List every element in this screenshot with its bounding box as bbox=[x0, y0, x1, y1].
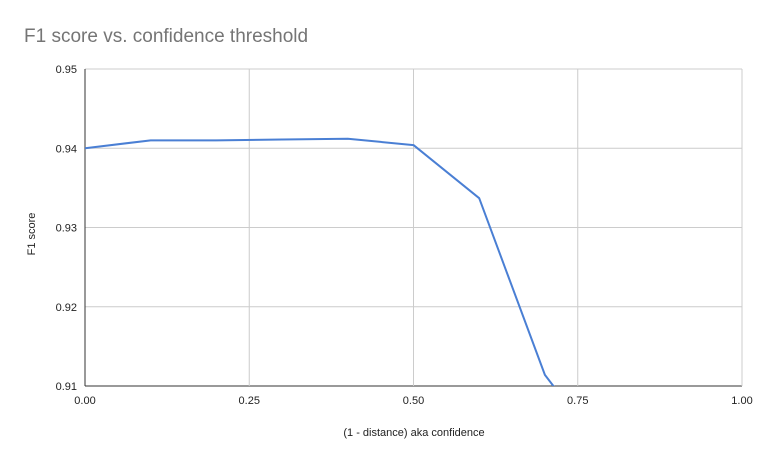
y-tick-label: 0.94 bbox=[56, 143, 77, 155]
grid bbox=[84, 68, 743, 387]
tick-labels: 0.91 0.92 0.93 0.94 0.95 0.00 0.25 0.50 0.75 1.00 bbox=[56, 64, 753, 407]
y-tick-label: 0.91 bbox=[56, 381, 77, 393]
y-tick-label: 0.92 bbox=[56, 302, 77, 314]
y-tick-label: 0.93 bbox=[56, 223, 77, 235]
chart-title: F1 score vs. confidence threshold bbox=[24, 26, 308, 47]
x-axis-label: (1 - distance) aka confidence bbox=[343, 427, 484, 439]
x-tick-label: 0.00 bbox=[74, 395, 95, 407]
x-tick-label: 0.25 bbox=[239, 395, 260, 407]
x-tick-label: 1.00 bbox=[731, 395, 752, 407]
y-axis-label: F1 score bbox=[26, 213, 38, 256]
y-tick-label: 0.95 bbox=[56, 64, 77, 76]
x-tick-label: 0.50 bbox=[403, 395, 424, 407]
x-tick-label: 0.75 bbox=[567, 395, 588, 407]
series-line-0 bbox=[85, 137, 555, 386]
series-layer bbox=[85, 137, 555, 386]
